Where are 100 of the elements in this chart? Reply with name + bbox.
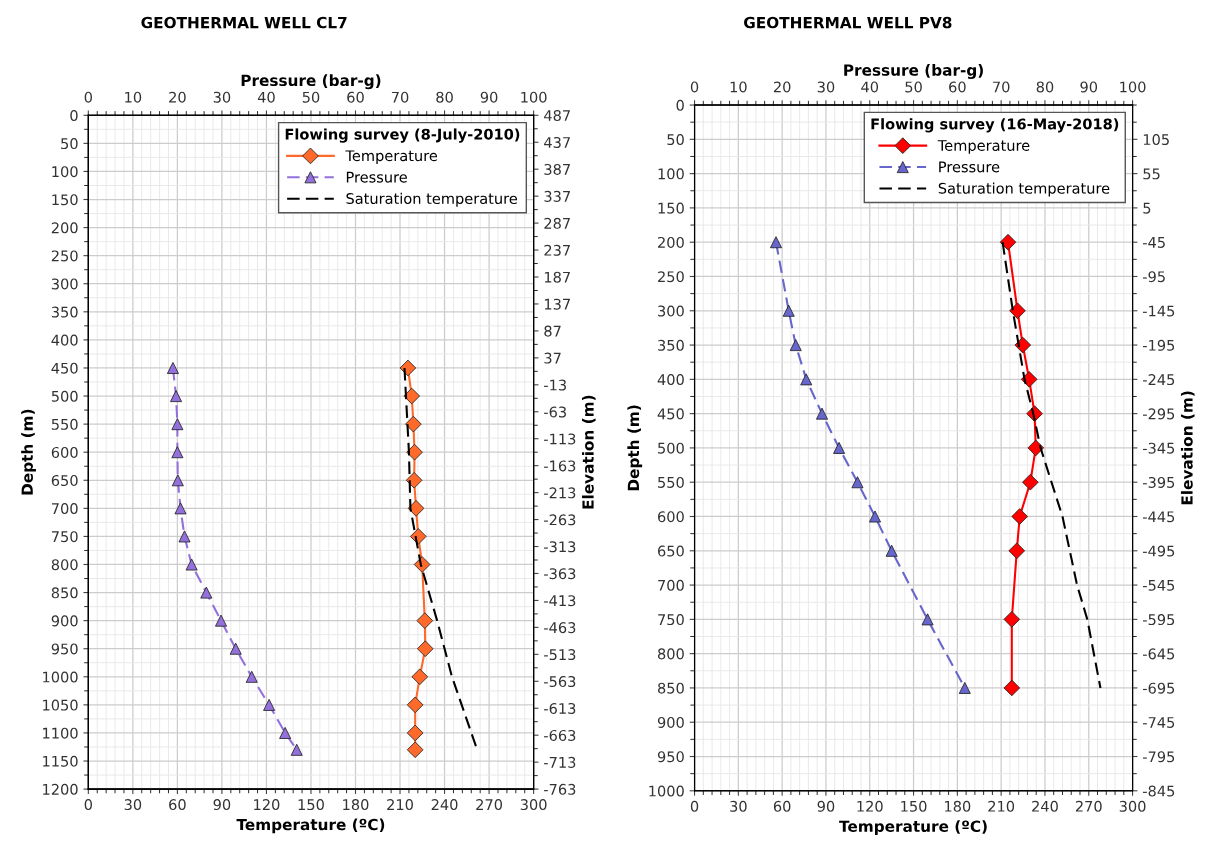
x-tick-label: 90	[213, 799, 231, 811]
y-tick-label: 150	[658, 202, 684, 214]
y-tick-label: 550	[658, 476, 684, 488]
y2-tick-label: -595	[1143, 614, 1175, 626]
y-tick-label: 0	[70, 110, 78, 122]
x2-tick-label: 90	[480, 91, 498, 103]
y-tick-label: 500	[658, 442, 684, 454]
x-tick-label: 180	[343, 799, 369, 811]
x2-tick-label: 90	[1080, 81, 1098, 93]
x-tick-label: 150	[298, 799, 324, 811]
y-tick-label: 900	[657, 716, 684, 728]
x2-tick-label: 60	[347, 91, 364, 103]
y-tick-label: 50	[61, 138, 78, 150]
x2-tick-label: 40	[257, 91, 275, 103]
y2-tick-label: 87	[544, 325, 561, 337]
y-tick-label: 650	[658, 545, 684, 557]
x-tick-label: 240	[1032, 800, 1058, 812]
legend-label: Temperature	[345, 150, 438, 165]
y-tick-label: 750	[658, 614, 684, 626]
x2-axis-title: Pressure (bar-g)	[844, 64, 983, 79]
y2-tick-label: 137	[544, 298, 570, 310]
x2-tick-label: 100	[1120, 81, 1146, 93]
y-tick-label: 250	[658, 271, 684, 283]
y2-tick-label: -313	[544, 541, 576, 553]
x-tick-label: 180	[945, 800, 971, 812]
y-tick-label: 450	[51, 362, 78, 374]
y2-tick-label: -663	[544, 729, 576, 741]
y-tick-label: 350	[658, 339, 684, 351]
x-tick-label: 210	[988, 800, 1015, 812]
y2-tick-label: 437	[544, 136, 570, 148]
x-axis-title: Temperature (ºC)	[839, 820, 987, 835]
x-tick-label: 60	[169, 799, 186, 811]
x2-tick-label: 10	[730, 81, 747, 93]
y-tick-label: 0	[676, 99, 684, 111]
y2-tick-label: -145	[1143, 305, 1175, 317]
point	[1011, 508, 1028, 525]
y-tick-label: 150	[52, 194, 78, 206]
y2-tick-label: 287	[544, 217, 570, 229]
legend-label: Pressure	[346, 171, 407, 183]
legend-label: Saturation temperature	[346, 192, 517, 207]
y-tick-label: 250	[51, 250, 78, 262]
y2-axis-title: Elevation (m)	[581, 395, 596, 509]
y-tick-label: 450	[657, 408, 684, 420]
x-tick-label: 120	[254, 799, 280, 811]
y-tick-label: 600	[51, 446, 78, 458]
y-tick-label: 600	[658, 511, 684, 523]
x-tick-label: 120	[857, 800, 883, 812]
x-tick-label: 90	[817, 800, 835, 812]
y2-tick-label: 105	[1143, 134, 1169, 146]
y2-tick-label: 237	[544, 244, 570, 256]
x-tick-label: 210	[387, 799, 413, 811]
y2-tick-label: -395	[1143, 476, 1175, 488]
legend-label: Temperature	[937, 140, 1030, 154]
y-tick-label: 100	[658, 168, 684, 180]
x2-tick-label: 80	[1036, 81, 1054, 93]
y-tick-label: 700	[51, 503, 78, 515]
y2-tick-label: -295	[1143, 408, 1175, 420]
y-tick-label: 900	[51, 615, 78, 627]
y-tick-label: 750	[51, 531, 78, 543]
y-tick-label: 50	[667, 134, 684, 146]
x2-tick-label: 0	[690, 81, 699, 93]
y-tick-label: 500	[51, 390, 78, 402]
y-axis-title: Depth (m)	[21, 409, 36, 495]
y-tick-label: 1000	[43, 671, 78, 683]
y-tick-label: 550	[51, 418, 78, 430]
y2-tick-label: 5	[1143, 202, 1151, 214]
y-tick-label: 350	[51, 306, 78, 318]
y-tick-label: 700	[658, 579, 684, 591]
x-axis-title: Temperature (ºC)	[236, 818, 385, 834]
y2-tick-label: -213	[544, 487, 576, 499]
y2-tick-label: -63	[544, 406, 566, 418]
x2-tick-label: 50	[905, 81, 922, 93]
y2-tick-label: 37	[544, 352, 561, 364]
y-tick-label: 1150	[43, 755, 78, 767]
y2-tick-label: -645	[1143, 648, 1175, 660]
x-tick-label: 150	[901, 800, 927, 812]
y2-tick-label: -745	[1143, 717, 1175, 728]
y2-tick-label: -713	[544, 756, 576, 768]
y-tick-label: 1100	[43, 727, 78, 739]
y2-tick-label: -563	[544, 676, 576, 688]
y2-tick-label: -445	[1143, 511, 1175, 523]
y2-tick-label: -695	[1143, 682, 1175, 694]
y2-axis-title: Elevation (m)	[1180, 391, 1195, 505]
x-tick-label: 300	[1119, 800, 1146, 812]
y2-tick-label: -795	[1143, 751, 1175, 763]
x2-tick-label: 50	[302, 91, 320, 103]
x-tick-label: 60	[773, 800, 791, 812]
chart-title: GEOTHERMAL WELL PV8	[744, 16, 952, 29]
y2-tick-label: -363	[544, 568, 576, 580]
y2-tick-label: 387	[544, 163, 570, 175]
x2-tick-label: 20	[773, 81, 791, 93]
y-tick-label: 1200	[43, 783, 78, 795]
y-tick-label: 400	[51, 334, 78, 346]
y2-tick-label: -113	[544, 433, 576, 445]
x2-tick-label: 30	[817, 81, 835, 93]
y2-tick-label: 55	[1143, 168, 1160, 180]
legend-title: Flowing survey (8-July-2010)	[285, 128, 520, 143]
y-tick-label: 950	[657, 751, 684, 763]
x-tick-label: 300	[520, 799, 547, 811]
y2-tick-label: -545	[1143, 579, 1175, 591]
